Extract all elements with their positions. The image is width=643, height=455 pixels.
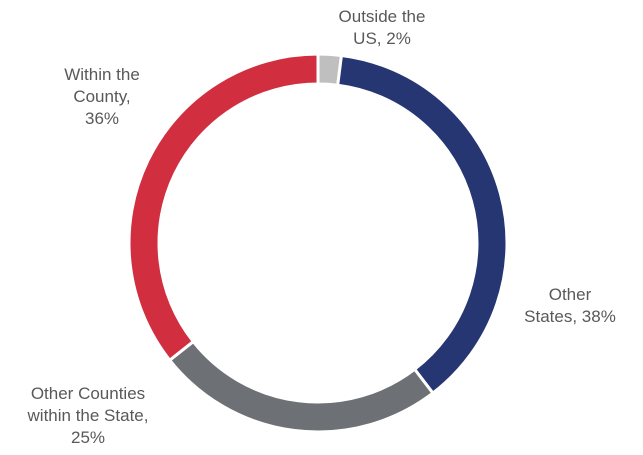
data-label-line: 36% — [85, 109, 119, 128]
data-label-line: County, — [73, 87, 130, 106]
data-label-within-the-county: Within the County, 36% — [64, 65, 140, 128]
data-labels: Outside the US, 2% Other States, 38% Other C… — [27, 7, 616, 447]
data-label-line: Other — [549, 285, 592, 304]
data-label-outside-the-us: Outside the US, 2% — [339, 7, 426, 48]
slice-within-the-county — [127, 52, 320, 363]
slice-other-counties-within-the-state — [167, 339, 435, 434]
slice-other-states — [336, 53, 509, 396]
data-label-line: Other Counties — [31, 384, 145, 403]
data-label-line: Within the — [64, 65, 140, 84]
data-label-other-states: Other States, 38% — [524, 285, 616, 326]
data-label-line: US, 2% — [353, 29, 411, 48]
donut-slices — [127, 52, 509, 434]
data-label-line: Outside the — [339, 7, 426, 26]
data-label-other-counties-within-the-state: Other Counties within the State, 25% — [27, 384, 149, 447]
data-label-line: within the State, — [27, 406, 149, 425]
data-label-line: States, 38% — [524, 307, 616, 326]
data-label-line: 25% — [71, 428, 105, 447]
